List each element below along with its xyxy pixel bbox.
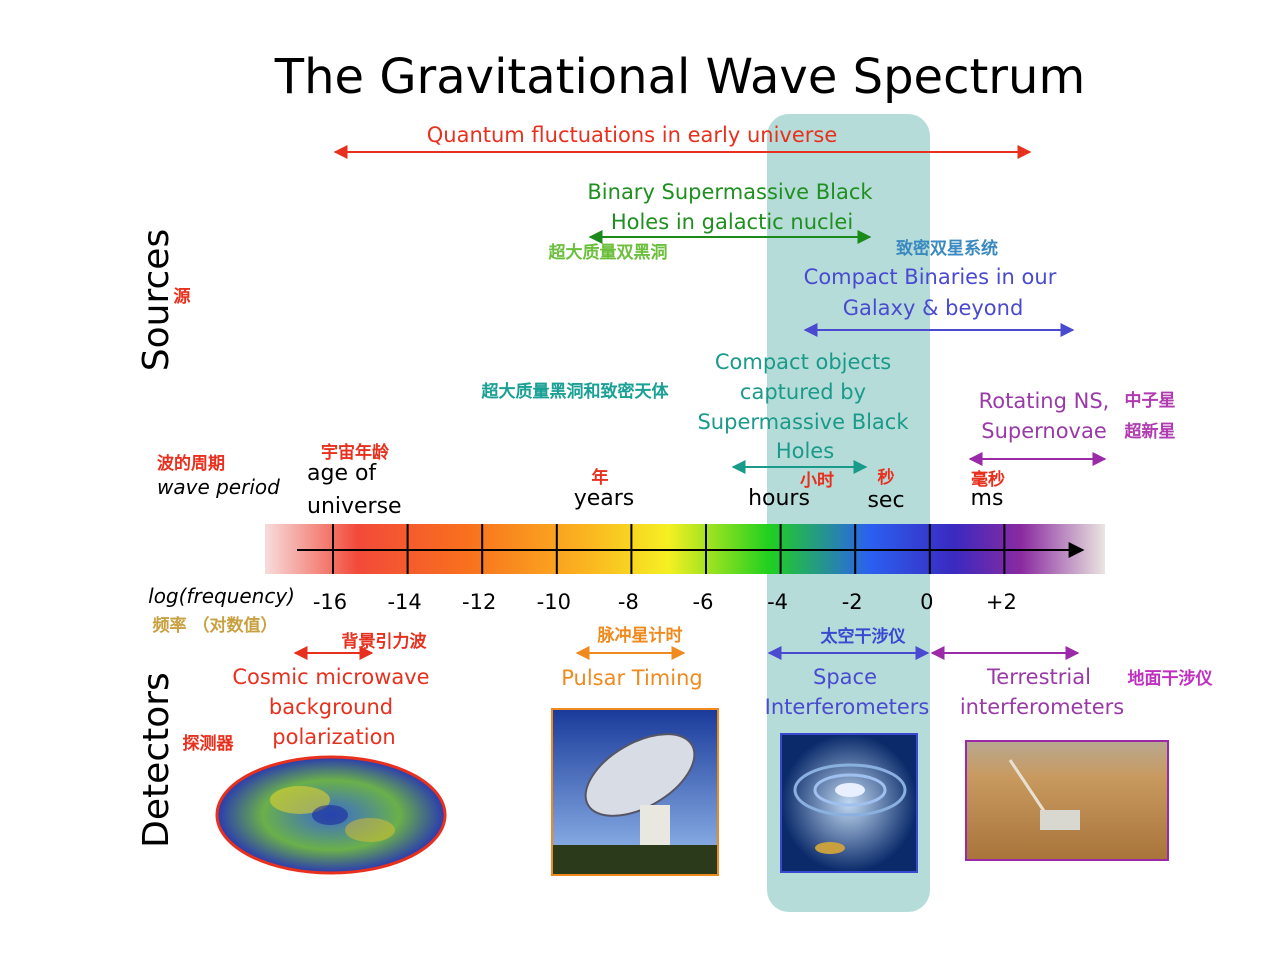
detector-label: Cosmic microwave — [232, 665, 429, 689]
detector-label: Pulsar Timing — [561, 666, 703, 690]
detector-label: background — [269, 695, 393, 719]
source-label: Rotating NS, — [979, 389, 1110, 413]
pulsar-photo — [551, 708, 719, 876]
detector-label: Space — [813, 665, 877, 689]
title: The Gravitational Wave Spectrum — [274, 49, 1085, 105]
tick-label: -10 — [537, 590, 571, 614]
source-label: Compact Binaries in our — [804, 265, 1057, 289]
period-zh: 秒 — [878, 467, 895, 488]
source-label: Holes in galactic nuclei — [611, 210, 853, 234]
terrestrial-photo — [965, 740, 1169, 861]
period-label: age of — [307, 461, 377, 486]
tick-label: -4 — [767, 590, 788, 614]
tick-label: -14 — [387, 590, 421, 614]
period-label: wave period — [157, 475, 280, 499]
axis-label: log(frequency) — [148, 584, 295, 608]
source-label: Quantum fluctuations in early universe — [427, 123, 838, 147]
period-zh: 宇宙年龄 — [321, 442, 390, 463]
period-zh: 小时 — [800, 471, 834, 491]
source-zh: 中子星 — [1125, 390, 1176, 411]
detector-zh: 背景引力波 — [342, 631, 428, 652]
axis-zh: 频率 （对数值） — [153, 615, 278, 636]
source-label: Holes — [776, 439, 834, 463]
detector-label: Interferometers — [765, 695, 930, 719]
period-label: ms — [971, 486, 1004, 511]
space-band — [767, 114, 930, 912]
period-label: universe — [307, 494, 402, 519]
source-label: Galaxy & beyond — [843, 296, 1024, 320]
detector-zh: 太空干涉仪 — [821, 626, 907, 647]
detector-label: polarization — [272, 725, 395, 749]
detectors-label: Detectors — [136, 672, 177, 848]
period-label: hours — [748, 486, 810, 511]
source-label: captured by — [740, 380, 866, 404]
space-picture — [780, 733, 918, 873]
source-zh: 超新星 — [1125, 421, 1176, 442]
tick-label: -16 — [313, 590, 347, 614]
tick-label: -2 — [842, 590, 863, 614]
tick-label: -6 — [693, 590, 714, 614]
ticks: -16 -14 -12 -10 -8 -6 -4 -2 0 +2 — [313, 524, 1017, 614]
period-label: years — [574, 486, 635, 511]
period-zh: 年 — [592, 467, 609, 488]
detector-zh: 地面干涉仪 — [1128, 668, 1214, 689]
source-label: Supermassive Black — [697, 410, 909, 434]
tick-label: -12 — [462, 590, 496, 614]
tick-label: +2 — [986, 590, 1017, 614]
detectors-zh: 探测器 — [183, 733, 235, 754]
period-zh: 波的周期 — [157, 453, 225, 474]
tick-label: 0 — [920, 590, 933, 614]
source-zh: 致密双星系统 — [896, 238, 998, 259]
source-label: Supernovae — [981, 419, 1107, 443]
detector-zh: 脉冲星计时 — [597, 625, 683, 646]
source-label: Compact objects — [715, 350, 891, 374]
period-zh: 毫秒 — [971, 469, 1005, 490]
source-label: Binary Supermassive Black — [587, 180, 873, 204]
detector-label: interferometers — [960, 695, 1124, 719]
source-zh: 超大质量黑洞和致密天体 — [482, 381, 670, 402]
period-label: sec — [867, 488, 904, 513]
detector-label: Terrestrial — [986, 665, 1091, 689]
cmb-map — [215, 755, 447, 875]
sources-label: Sources — [136, 229, 177, 371]
source-zh: 超大质量双黑洞 — [549, 242, 668, 263]
tick-label: -8 — [618, 590, 639, 614]
sources-zh: 源 — [174, 286, 191, 307]
